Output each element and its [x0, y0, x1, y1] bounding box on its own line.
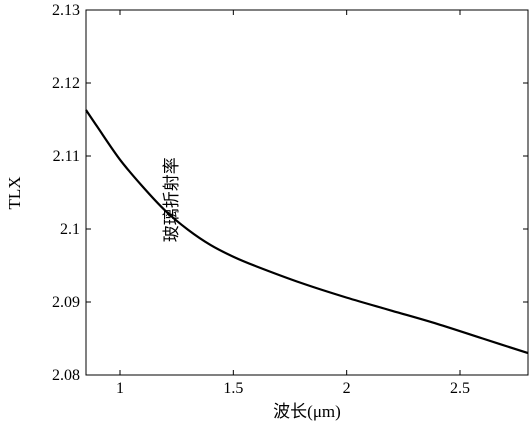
x-tick-label: 1	[116, 380, 124, 397]
x-tick-label: 2.5	[450, 380, 470, 397]
y-tick-label: 2.13	[52, 2, 80, 19]
tick-labels: 1 1.5 2 2.5 2.08 2.09 2.1 2.11 2.12 2.13	[52, 2, 470, 397]
plot-frame	[85, 9, 529, 376]
y-tick-label: 2.1	[60, 221, 80, 238]
x-tick-label: 1.5	[223, 380, 243, 397]
annotation-label: 玻璃折射率	[162, 157, 182, 242]
y-tick-label: 2.08	[52, 367, 80, 384]
x-tick-label: 2	[343, 380, 351, 397]
y-tick-label: 2.12	[52, 75, 80, 92]
ticks	[86, 9, 528, 376]
y-tick-label: 2.11	[53, 148, 80, 165]
x-axis-label: 波长(μm)	[273, 402, 341, 421]
y-axis-label: TLX	[5, 176, 24, 209]
series-line	[85, 109, 529, 355]
y-tick-label: 2.09	[52, 294, 80, 311]
